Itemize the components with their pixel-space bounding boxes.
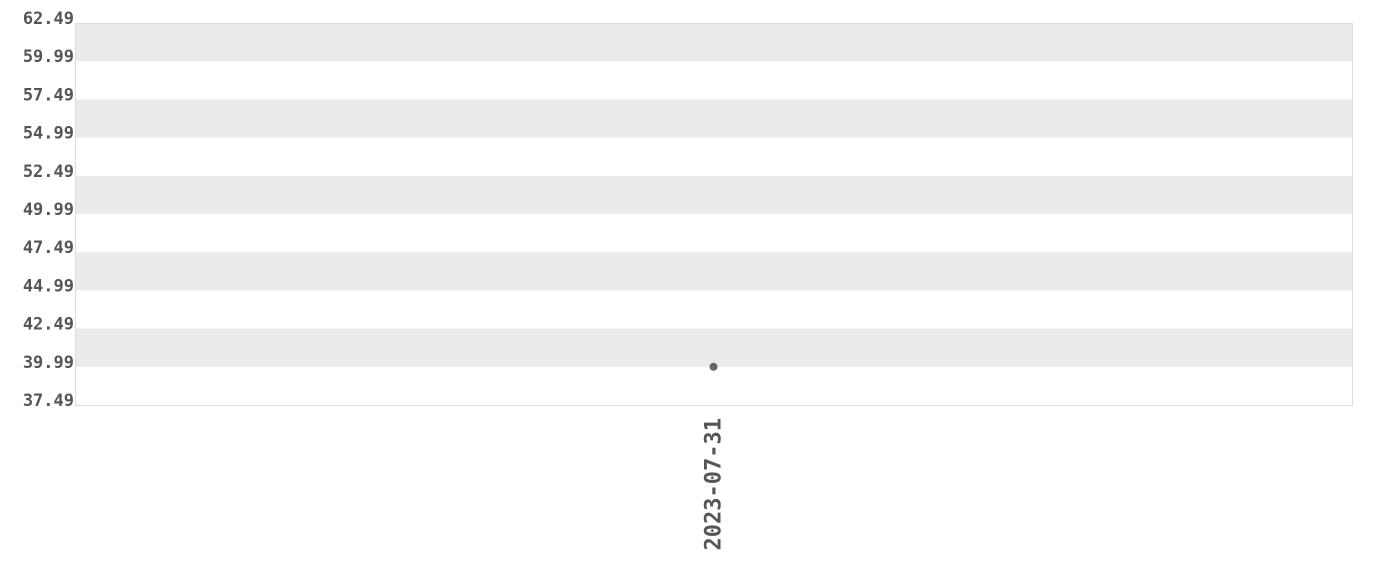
- series: [709, 362, 718, 371]
- x-tick-label: 2023-07-31: [702, 418, 727, 550]
- grid-band: [75, 252, 1352, 291]
- data-point[interactable]: [709, 362, 718, 371]
- grid-band: [75, 175, 1352, 214]
- y-tick-label: 39.99: [23, 353, 74, 373]
- plot-area-border: [75, 23, 1353, 406]
- y-tick-label: 49.99: [23, 200, 74, 220]
- y-tick-label: 59.99: [23, 47, 74, 67]
- y-tick-label: 42.49: [23, 315, 74, 335]
- y-tick-label: 57.49: [23, 85, 74, 105]
- grid-band: [75, 99, 1352, 138]
- y-tick-label: 37.49: [23, 391, 74, 411]
- y-tick-label: 54.99: [23, 124, 74, 144]
- y-tick-label: 44.99: [23, 276, 74, 296]
- y-tick-label: 47.49: [23, 238, 74, 258]
- grid-bands: [75, 23, 1352, 367]
- y-tick-label: 52.49: [23, 162, 74, 182]
- grid-band: [75, 23, 1352, 62]
- y-tick-label: 62.49: [23, 9, 74, 29]
- x-axis: 2023-07-31: [702, 418, 727, 550]
- y-axis: 37.49 39.99 42.49 44.99 47.49 49.99 52.49 54.99…: [23, 9, 74, 411]
- grid-band: [75, 328, 1352, 367]
